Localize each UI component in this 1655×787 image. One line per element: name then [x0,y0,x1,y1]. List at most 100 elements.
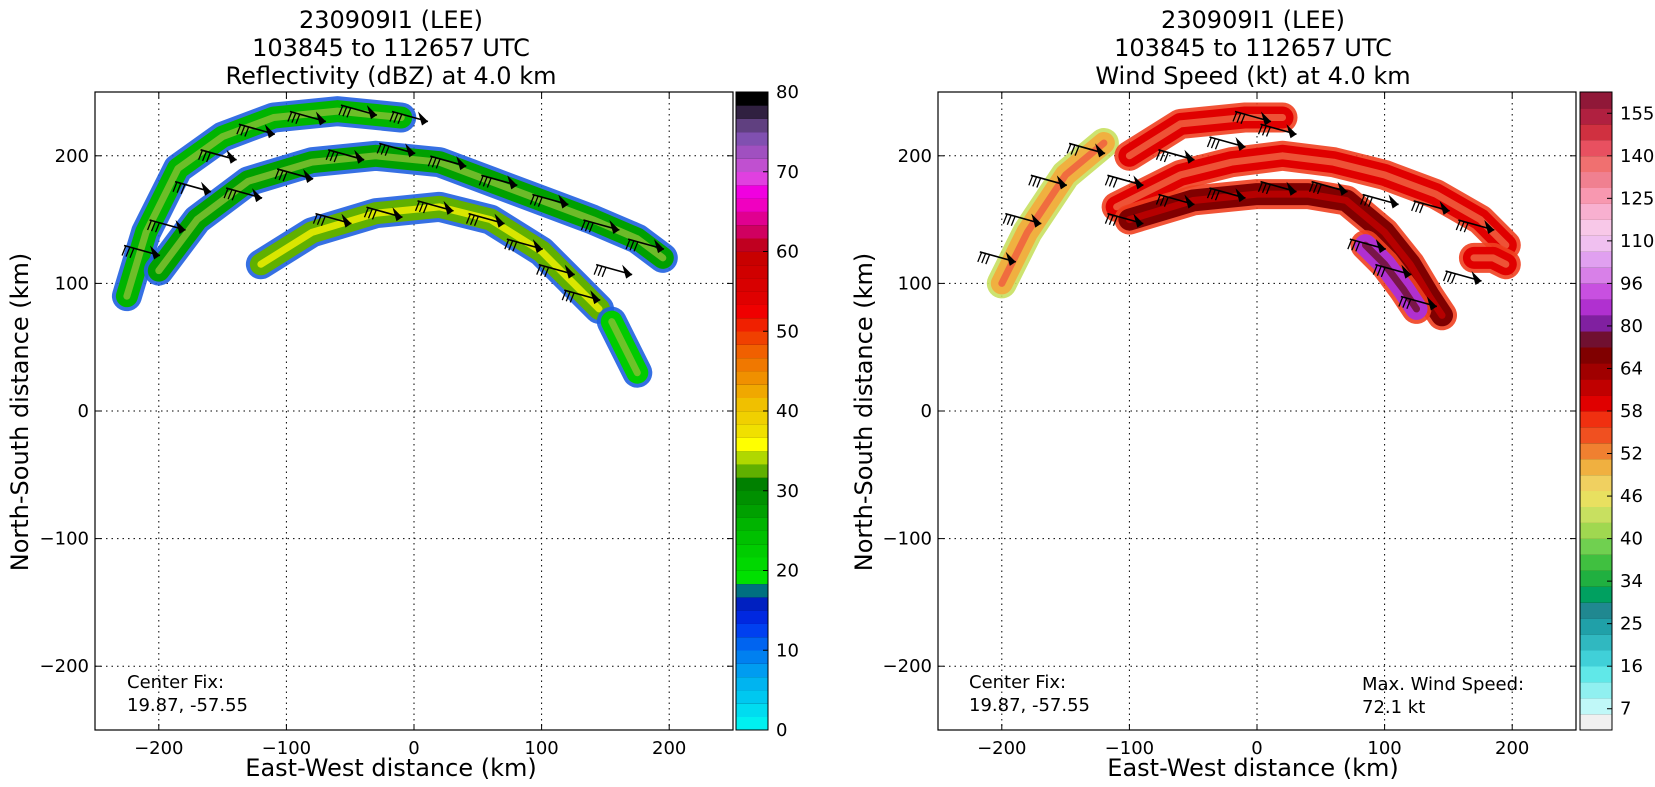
colorbar-segment [736,490,768,505]
wind-barb [1155,193,1195,209]
wind-barb [197,149,237,164]
colorbar-segment [1580,442,1612,460]
wind-speed-plot-area: −200 −100 0 100 200 −200 −100 0 100 200 [883,91,1577,759]
colorbar-segment [1580,187,1612,204]
colorbar-tick-label: 155 [1620,103,1654,124]
y-tick-label: 100 [55,273,89,294]
wind-barb [1411,200,1450,215]
colorbar-segment [736,517,768,531]
wind-barb [389,110,429,126]
x-tick-label: 0 [408,738,419,759]
colorbar-segment [736,198,768,212]
x-tick-label: −200 [134,738,183,759]
wind-barb [363,206,403,222]
colorbar-segment [736,238,768,252]
wind-barb [236,123,276,139]
colorbar-segment [736,663,768,678]
y-tick-label: −200 [40,656,89,677]
colorbar-tick-label: 7 [1620,699,1631,720]
echo-band-core [608,318,641,377]
y-tick-label: 200 [898,146,932,167]
colorbar-segment [736,131,768,146]
wind-barb [312,212,352,228]
colorbar-segment [1580,506,1612,523]
colorbar-segment [736,583,768,598]
colorbar-segment [1580,92,1612,109]
reflectivity-colorbar: 0 10 20 30 40 50 60 70 80 [735,82,799,741]
panel2-title-line2: 103845 to 112657 UTC [1114,34,1392,62]
colorbar-segment [1580,347,1612,364]
colorbar-segment [1580,379,1612,396]
colorbar-segment [1580,570,1612,587]
colorbar-tick-label: 40 [776,401,799,422]
colorbar-tick-label: 110 [1620,231,1654,252]
colorbar-segment [1580,235,1612,252]
panel2-max-wind-value: 72.1 kt [1362,697,1425,718]
wind-barb [274,168,314,183]
wind-barb [529,193,569,209]
colorbar-segment [736,158,768,173]
y-tick-label: 0 [921,401,932,422]
colorbar-segment [736,251,768,266]
wind-barb [1206,136,1246,152]
colorbar-segment [1580,123,1612,141]
panel2-xlabel: East-West distance (km) [1107,754,1398,782]
colorbar-tick-label: 0 [776,720,787,741]
colorbar-tick-label: 96 [1620,273,1643,294]
colorbar-tick-label: 58 [1620,401,1643,422]
colorbar-segment [736,543,768,558]
wind-barb [223,187,263,203]
colorbar-segment [1580,602,1612,619]
colorbar-segment [736,371,768,385]
colorbar-segment [736,650,768,664]
wind-barb [1372,263,1412,279]
panel2-center-fix-label: Center Fix: [969,672,1066,693]
wind-barb [1206,187,1246,203]
wind-speed-panel: 230909I1 (LEE) 103845 to 112657 UTC Wind… [850,6,1654,782]
colorbar-segment [1580,283,1612,300]
colorbar-segment [1580,315,1612,332]
wind-barb [1104,212,1144,228]
colorbar-segment [1580,267,1612,284]
wind-barb [1232,110,1272,126]
echo-band-core [257,203,603,313]
colorbar-tick-label: 40 [1620,529,1643,550]
echo-band-core [1470,254,1510,268]
panel1-title-line1: 230909I1 (LEE) [299,6,483,34]
colorbar-tick-label: 20 [776,561,799,582]
colorbar-segment [736,185,768,199]
wind-barb [977,251,1017,266]
colorbar-segment [1580,538,1612,555]
data-layer [111,96,678,388]
colorbar-tick-label: 52 [1620,444,1643,465]
panel1-title-line2: 103845 to 112657 UTC [252,34,530,62]
wind-barb [1442,270,1482,286]
x-tick-label: −100 [262,738,311,759]
colorbar-segment [1580,666,1612,683]
colorbar-segment [1580,411,1612,428]
colorbar-tick-label: 25 [1620,614,1643,635]
colorbar-segment [736,623,768,638]
colorbar-tick-label: 140 [1620,146,1654,167]
colorbar-segment [1580,698,1612,715]
colorbar-segment [1580,299,1612,316]
colorbar-segment [736,530,768,545]
colorbar-segment [736,105,768,119]
colorbar-segment [736,291,768,305]
colorbar-segment [736,317,768,332]
panel2-max-wind-label: Max. Wind Speed: [1362,674,1524,695]
colorbar-segment [1580,331,1612,348]
reflectivity-plot-area: −200 −100 0 100 200 −200 −100 0 100 200 [40,91,734,759]
colorbar-segment [1580,251,1612,268]
echo-band-core [998,139,1108,287]
colorbar-segment [1580,634,1612,651]
colorbar-tick-label: 46 [1620,486,1643,507]
colorbar-segment [736,344,768,359]
reflectivity-panel: 230909I1 (LEE) 103845 to 112657 UTC Refl… [6,6,799,782]
wind-barb [1104,174,1144,190]
colorbar-segment [736,264,768,279]
colorbar-segment [736,464,768,478]
y-tick-label: 200 [55,146,89,167]
x-tick-label: 100 [1367,738,1401,759]
